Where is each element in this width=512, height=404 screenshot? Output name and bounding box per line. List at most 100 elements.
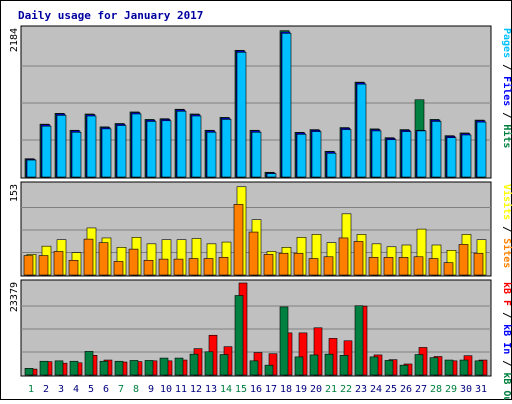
bar-kbout-day-7 — [114, 360, 124, 376]
bar-sites-day-8 — [128, 248, 139, 276]
day-label: 25 — [385, 384, 397, 395]
bar-pages-day-27 — [416, 130, 427, 178]
legend-part: Visits — [501, 184, 512, 220]
bar-kbout-day-24 — [369, 356, 379, 376]
bar-pages-day-19 — [296, 134, 307, 178]
panel-bottom-ymax-label: 23379 — [9, 282, 20, 312]
bar-kbout-day-23 — [354, 305, 364, 376]
day-label: 24 — [370, 384, 382, 395]
bar-pages-day-10 — [161, 120, 172, 178]
bar-kbout-day-14 — [219, 354, 229, 376]
bar-kbout-day-17 — [264, 364, 274, 376]
day-label: 18 — [280, 384, 292, 395]
bar-pages-day-14 — [221, 119, 232, 178]
bar-sites-day-15 — [233, 204, 244, 276]
day-label: 26 — [400, 384, 412, 395]
day-label: 11 — [175, 384, 187, 395]
bar-kbout-day-19 — [294, 356, 304, 376]
day-label: 27 — [415, 384, 427, 395]
bar-sites-day-29 — [443, 262, 454, 276]
day-label: 17 — [265, 384, 277, 395]
bar-pages-day-11 — [176, 110, 187, 178]
panel-middle: 153 — [9, 181, 492, 277]
bar-kbout-day-16 — [249, 360, 259, 376]
bar-kbout-day-6 — [99, 360, 109, 376]
bar-sites-day-4 — [68, 259, 79, 276]
bar-kbout-day-13 — [204, 351, 214, 376]
bar-sites-day-14 — [218, 257, 229, 276]
bar-sites-day-17 — [263, 254, 274, 276]
bar-sites-day-26 — [398, 257, 409, 276]
bar-sites-day-6 — [98, 242, 109, 276]
day-label: 16 — [250, 384, 262, 395]
bar-pages-day-29 — [446, 137, 457, 178]
day-label: 29 — [445, 384, 457, 395]
legend-part: Pages — [501, 28, 512, 58]
legend-part: / — [501, 58, 512, 76]
bar-sites-day-25 — [383, 257, 394, 276]
bar-kbout-day-27 — [414, 354, 424, 376]
bar-pages-day-16 — [251, 131, 262, 178]
bar-sites-day-31 — [473, 252, 484, 276]
bar-kbout-day-8 — [129, 360, 139, 376]
panel-top-legend: Pages / Files / Hits — [501, 28, 512, 148]
day-label: 12 — [190, 384, 202, 395]
bar-pages-day-9 — [146, 121, 157, 178]
legend-part: Hits — [501, 124, 512, 148]
bar-pages-day-3 — [56, 115, 67, 178]
bar-pages-day-5 — [86, 115, 97, 178]
bar-pages-day-4 — [71, 131, 82, 178]
bar-sites-day-24 — [368, 257, 379, 276]
bar-kbout-day-11 — [174, 357, 184, 376]
day-label: 13 — [205, 384, 217, 395]
bar-pages-day-12 — [191, 115, 202, 178]
bar-pages-day-8 — [131, 113, 142, 178]
legend-part: kB F — [501, 282, 512, 306]
bar-kbout-day-10 — [159, 357, 169, 376]
bar-sites-day-16 — [248, 231, 259, 276]
panel-middle-legend: Visits / Sites — [501, 184, 512, 268]
legend-part: / — [501, 306, 512, 324]
bar-sites-day-2 — [38, 255, 49, 276]
bar-sites-day-11 — [173, 258, 184, 276]
panel-top-ymax-label: 2184 — [9, 28, 20, 52]
bar-pages-day-28 — [431, 121, 442, 178]
legend-part: / — [501, 106, 512, 124]
bar-kbout-day-28 — [429, 357, 439, 376]
bar-kbout-day-9 — [144, 360, 154, 376]
bar-pages-day-18 — [281, 33, 292, 178]
legend-part: Sites — [501, 238, 512, 268]
bar-sites-day-19 — [293, 252, 304, 276]
bar-kbout-day-5 — [84, 351, 94, 376]
day-label: 15 — [235, 384, 247, 395]
day-label: 22 — [340, 384, 352, 395]
bar-pages-day-7 — [116, 125, 127, 178]
legend-part: kB Out — [501, 372, 512, 400]
bar-pages-day-24 — [371, 130, 382, 178]
bar-pages-day-31 — [476, 121, 487, 178]
day-label: 28 — [430, 384, 442, 395]
chart-title: Daily usage for January 2017 — [18, 9, 203, 22]
day-label: 5 — [88, 384, 94, 395]
day-label: 4 — [73, 384, 79, 395]
bar-kbout-day-21 — [324, 353, 334, 376]
bar-pages-day-20 — [311, 131, 322, 178]
day-label: 19 — [295, 384, 307, 395]
bar-kbout-day-18 — [279, 306, 289, 376]
panel-bottom-legend: kB F / kB In / kB Out — [501, 282, 512, 400]
bar-sites-day-27 — [413, 256, 424, 276]
bar-kbout-day-4 — [69, 360, 79, 376]
bar-sites-day-12 — [188, 258, 199, 276]
bar-sites-day-3 — [53, 251, 64, 276]
bar-kbout-day-3 — [54, 360, 64, 376]
day-label: 1 — [28, 384, 34, 395]
day-label: 31 — [475, 384, 487, 395]
legend-part: / — [501, 354, 512, 372]
legend-part: kB In — [501, 324, 512, 354]
bar-kbout-day-31 — [474, 360, 484, 376]
bar-pages-day-1 — [26, 159, 37, 178]
bar-pages-day-30 — [461, 134, 472, 178]
day-label: 2 — [43, 384, 49, 395]
bar-sites-day-9 — [143, 259, 154, 276]
